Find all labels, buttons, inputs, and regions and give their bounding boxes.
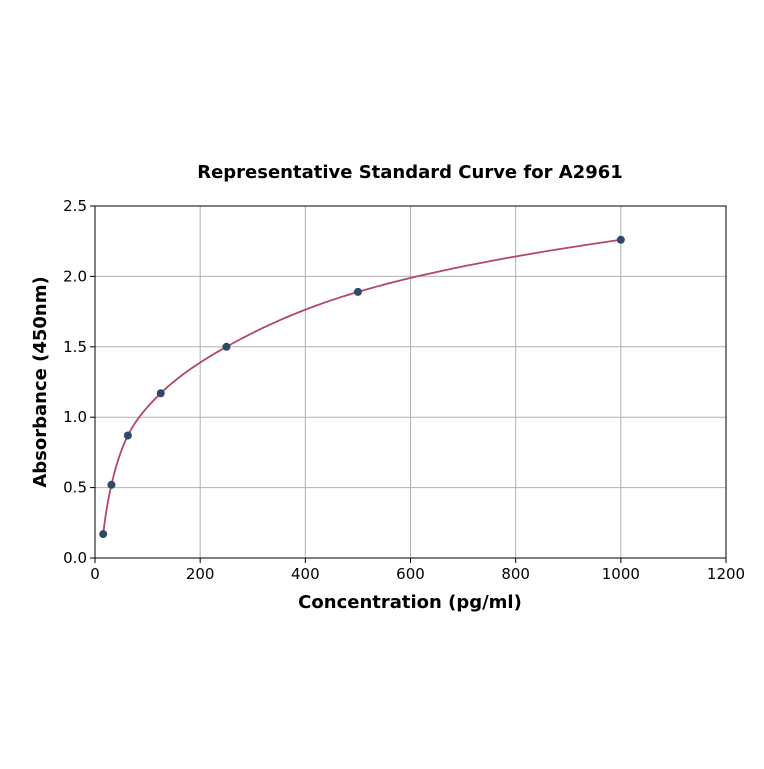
- y-tick-label: 0.5: [63, 479, 87, 497]
- x-tick-label: 400: [291, 565, 320, 583]
- x-axis-label: Concentration (pg/ml): [298, 592, 522, 613]
- x-tick-label: 1200: [707, 565, 745, 583]
- y-tick-label: 2.0: [63, 267, 87, 285]
- data-point: [107, 480, 116, 489]
- data-point: [616, 235, 625, 244]
- data-point: [156, 389, 165, 398]
- x-tick-label: 800: [501, 565, 530, 583]
- y-tick-label: 2.5: [63, 197, 87, 215]
- plot-frame: [94, 205, 727, 559]
- y-axis-label: Absorbance (450nm): [30, 276, 51, 487]
- data-point: [99, 530, 108, 539]
- x-tick-label: 600: [396, 565, 425, 583]
- chart-title: Representative Standard Curve for A2961: [197, 162, 623, 183]
- x-tick-label: 0: [90, 565, 100, 583]
- y-tick-label: 1.5: [63, 338, 87, 356]
- data-point: [123, 431, 132, 440]
- y-tick-label: 1.0: [63, 408, 87, 426]
- x-tick-label: 200: [186, 565, 215, 583]
- x-tick-label: 1000: [602, 565, 640, 583]
- y-tick-label: 0.0: [63, 549, 87, 567]
- data-point: [353, 287, 362, 296]
- fit-curve: [102, 238, 621, 535]
- data-point: [222, 342, 231, 351]
